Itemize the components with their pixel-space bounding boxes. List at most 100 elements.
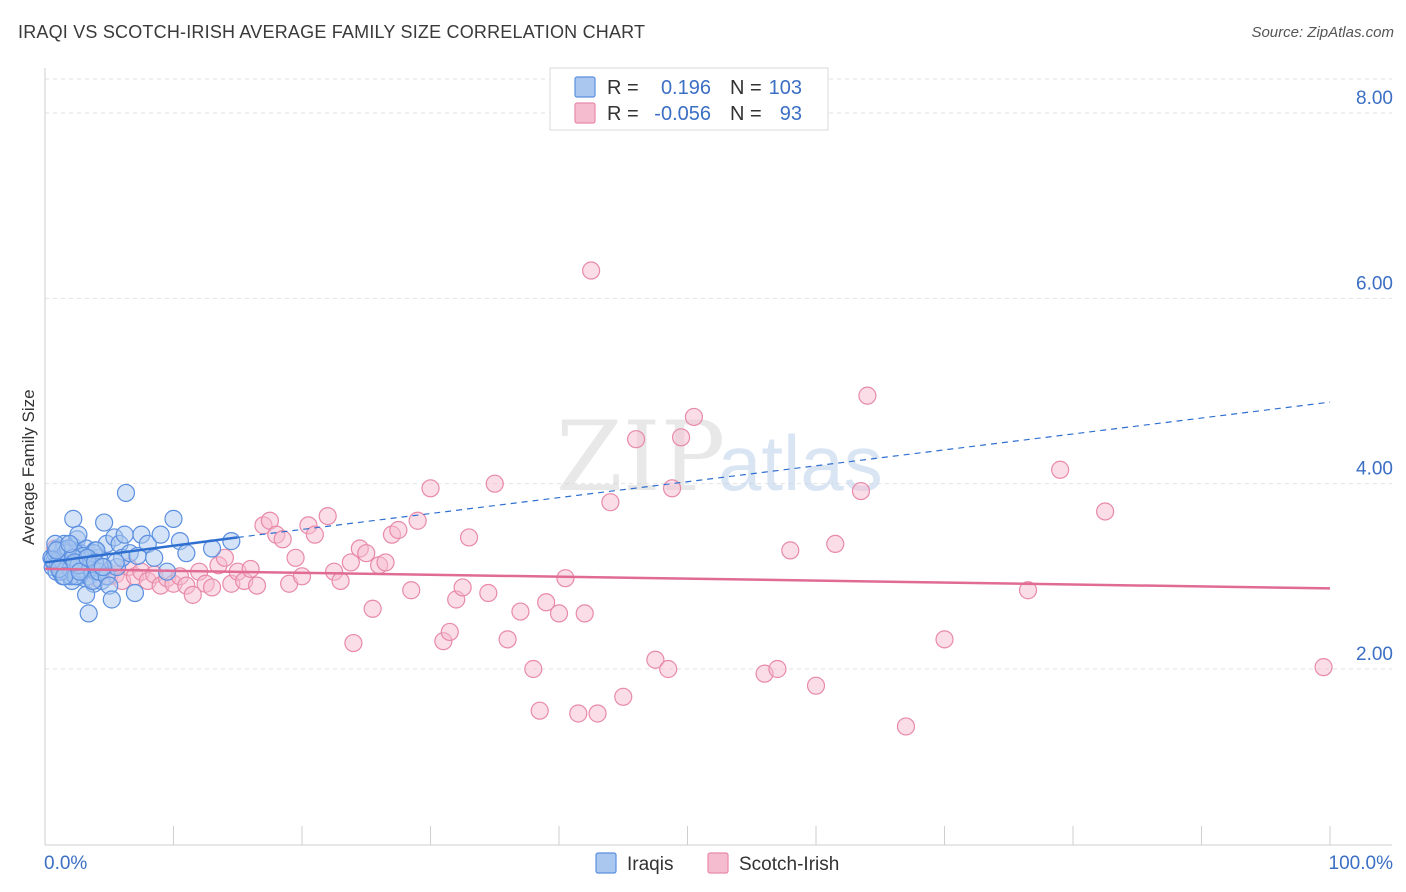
scotch-irish-point-92 (1314, 658, 1333, 677)
scotch-irish-point-53 (421, 479, 440, 498)
scotch-irish-point-42 (341, 553, 360, 572)
iraqis-point-66 (164, 509, 183, 528)
scotch-irish-point-86 (858, 386, 877, 405)
scotch-irish-point-60 (485, 474, 504, 493)
scotch-irish-point-62 (511, 602, 530, 621)
x-tick-label-end: 100.0% (1329, 853, 1394, 874)
scotch-irish-point-22 (202, 578, 222, 597)
iraqis-point-68 (115, 525, 134, 544)
scotch-irish-point-52 (408, 511, 427, 530)
scotch-irish-point-87 (896, 717, 916, 736)
iraqis-points (42, 483, 241, 623)
legend-r-value-iraqis: 0.196 (661, 77, 711, 99)
bottom-legend-swatch-iraqis (595, 852, 617, 874)
scotch-irish-point-91 (1096, 502, 1115, 521)
iraqis-point-102 (222, 532, 241, 551)
scotch-irish-point-33 (273, 530, 292, 549)
scotch-irish-point-24 (215, 548, 234, 567)
scotch-irish-point-75 (646, 650, 665, 669)
scotch-irish-point-19 (183, 585, 202, 604)
scotch-irish-point-66 (549, 604, 569, 623)
iraqis-point-94 (60, 534, 79, 554)
scotch-irish-trend-line (44, 567, 1331, 590)
axes (44, 68, 1392, 846)
scotch-irish-point-29 (247, 576, 267, 595)
scotch-irish-point-85 (851, 481, 871, 501)
scotch-irish-point-39 (318, 506, 337, 526)
scotch-irish-point-79 (684, 407, 704, 427)
scotch-irish-point-61 (498, 630, 517, 649)
legend-r-label-iraqis: R = (607, 77, 639, 99)
legend-swatch-scotch-irish (574, 102, 596, 124)
scotch-irish-point-35 (286, 548, 305, 567)
scotch-irish-point-45 (363, 599, 382, 618)
watermark: ZIP atlas (556, 401, 883, 513)
legend-box (549, 67, 829, 131)
y-axis-title: Average Family Size (19, 389, 38, 545)
legend-r-value-scotch-irish: -0.056 (654, 103, 711, 125)
tick-labels: 2.00 4.00 6.00 8.00 0.0% 100.0% (44, 88, 1393, 874)
bottom-legend-label-scotch-irish: Scotch-Irish (739, 854, 839, 875)
scotch-irish-point-76 (659, 659, 678, 679)
iraqis-point-59 (125, 583, 145, 603)
scotch-irish-point-55 (440, 622, 459, 642)
scotch-irish-point-63 (524, 659, 543, 679)
scotch-irish-point-68 (569, 704, 588, 723)
scotch-irish-point-44 (357, 544, 376, 563)
legend-n-label-iraqis: N = (730, 77, 762, 99)
scotch-irish-point-47 (376, 553, 395, 572)
legend-r-label-scotch-irish: R = (607, 103, 639, 125)
scotch-irish-point-38 (305, 525, 324, 544)
iraqis-point-49 (95, 513, 114, 532)
scotch-irish-points (46, 261, 1333, 736)
iraqis-point-64 (151, 525, 170, 544)
iraqis-point-43 (79, 604, 98, 623)
scotch-irish-point-84 (826, 534, 845, 554)
iraqis-point-52 (102, 590, 121, 609)
legend-n-label-scotch-irish: N = (730, 103, 762, 125)
iraqis-point-100 (177, 544, 196, 563)
scotch-irish-point-74 (626, 430, 646, 449)
bottom-legend-label-iraqis: Iraqis (627, 854, 673, 875)
scotch-irish-point-88 (935, 630, 954, 649)
legend-n-value-scotch-irish: 93 (780, 103, 802, 125)
iraqis-trend-extension (237, 401, 1331, 539)
scotch-irish-point-57 (453, 578, 472, 597)
scotch-irish-point-36 (292, 567, 312, 586)
iraqis-point-96 (70, 562, 89, 581)
scotch-irish-point-50 (344, 633, 363, 653)
scotch-irish-point-58 (459, 528, 479, 547)
scotch-irish-point-72 (601, 493, 620, 512)
scotch-irish-point-51 (402, 581, 421, 600)
bottom-legend-swatch-scotch-irish (707, 852, 729, 874)
y-tick-label-0: 2.00 (1356, 644, 1393, 665)
scotch-irish-point-41 (331, 571, 350, 591)
iraqis-point-40 (64, 509, 83, 528)
correlation-legend: R = 0.196 N = 103 R = -0.056 N = 93 (549, 67, 829, 131)
scotch-irish-point-83 (806, 676, 826, 695)
series-legend: Iraqis Scotch-Irish (595, 852, 839, 875)
scotch-irish-point-89 (1018, 581, 1038, 600)
scotch-irish-point-90 (1051, 460, 1070, 479)
trend-lines (44, 401, 1331, 590)
scotch-irish-point-59 (479, 583, 498, 603)
scotch-irish-point-78 (671, 428, 691, 447)
iraqis-point-57 (116, 483, 136, 503)
scotch-irish-point-82 (781, 541, 800, 560)
legend-swatch-iraqis (574, 76, 596, 98)
scotch-irish-point-67 (556, 569, 575, 588)
source-credit: Source: ZipAtlas.com (1251, 24, 1394, 41)
legend-n-value-iraqis: 103 (769, 77, 802, 99)
iraqis-point-63 (145, 548, 164, 567)
scotch-irish-point-70 (582, 261, 601, 280)
scotch-irish-point-81 (768, 659, 787, 679)
scotch-irish-point-65 (537, 593, 556, 612)
scotch-irish-point-73 (614, 687, 633, 706)
scotch-irish-point-28 (241, 559, 260, 579)
iraqis-trend-line (44, 536, 238, 564)
y-tick-label-2: 6.00 (1356, 273, 1393, 294)
x-tick-label-start: 0.0% (44, 853, 87, 874)
chart-title: IRAQI VS SCOTCH-IRISH AVERAGE FAMILY SIZ… (18, 22, 646, 42)
scotch-irish-point-71 (588, 704, 607, 723)
